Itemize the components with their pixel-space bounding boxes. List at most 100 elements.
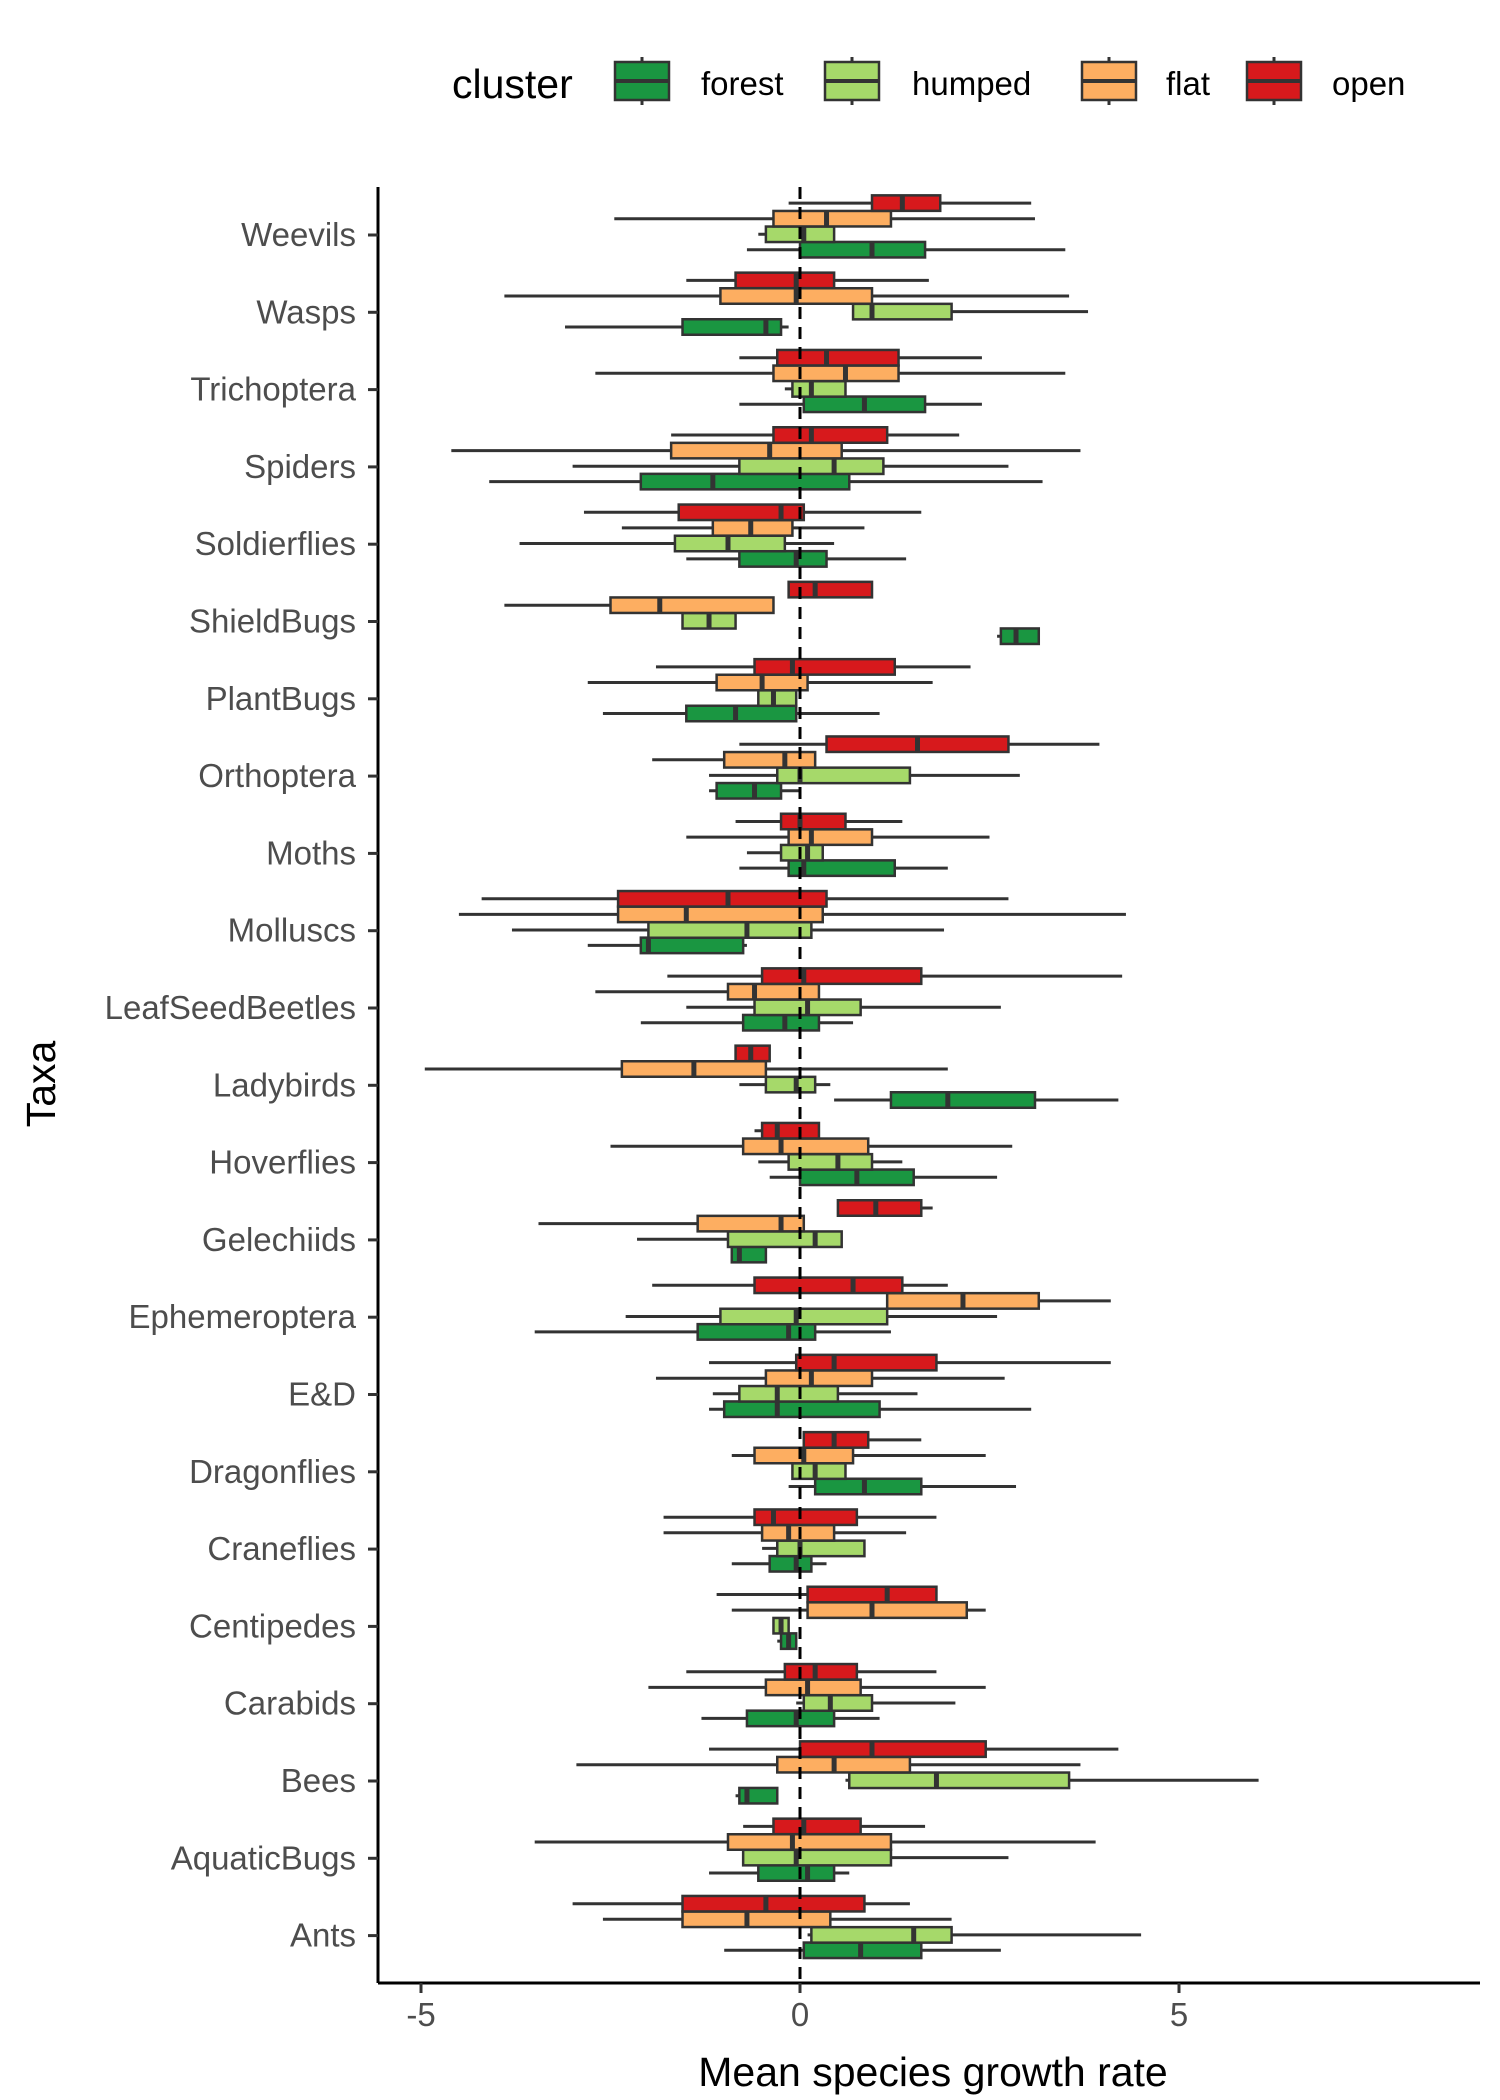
box-weevils-forest — [746, 240, 1066, 259]
iqr-box-moths-forest — [787, 859, 897, 878]
box-dragonflies-forest — [788, 1477, 1017, 1496]
iqr-box-wasps-open — [734, 271, 836, 290]
box-gelechiids-humped — [637, 1230, 843, 1249]
box-trichoptera-open — [739, 348, 982, 367]
iqr-box-ants-flat — [681, 1910, 832, 1929]
iqr-box-carabids-forest — [745, 1709, 836, 1728]
iqr-box-spiders-forest — [639, 472, 851, 491]
box-craneflies-humped — [762, 1539, 866, 1558]
legend-entry-forest: forest — [613, 57, 784, 105]
box-gelechiids-flat — [538, 1214, 806, 1233]
box-trichoptera-flat — [595, 364, 1066, 383]
y-tick-label-carabids: Carabids — [224, 1685, 356, 1722]
iqr-box-aquaticbugs-humped — [741, 1848, 893, 1867]
iqr-box-weevils-open — [870, 194, 942, 213]
iqr-box-ants-humped — [810, 1925, 953, 1944]
box-spiders-flat — [451, 441, 1081, 460]
iqr-box-carabids-open — [783, 1662, 859, 1681]
iqr-box-ephemeroptera-forest — [696, 1322, 817, 1341]
iqr-box-wasps-forest — [681, 318, 783, 336]
box-e-d-forest — [709, 1400, 1032, 1419]
y-tick-label-ants: Ants — [290, 1917, 356, 1954]
y-tick-label-leafseedbeetles: LeafSeedBeetles — [105, 989, 356, 1026]
box-ants-humped — [807, 1925, 1142, 1944]
box-soldierflies-humped — [519, 534, 835, 553]
box-molluscs-forest — [587, 936, 747, 955]
x-tick-label-0: -5 — [406, 1996, 435, 2033]
box-trichoptera-humped — [784, 379, 847, 398]
box-molluscs-flat — [458, 905, 1126, 924]
y-tick-label-hoverflies: Hoverflies — [209, 1144, 356, 1181]
box-carabids-forest — [701, 1709, 880, 1728]
iqr-box-molluscs-flat — [616, 905, 824, 924]
iqr-box-aquaticbugs-flat — [726, 1833, 893, 1851]
iqr-box-trichoptera-open — [776, 348, 900, 367]
box-soldierflies-open — [583, 503, 922, 522]
y-tick-label-craneflies: Craneflies — [207, 1530, 356, 1567]
y-tick-label-trichoptera: Trichoptera — [190, 371, 356, 408]
y-tick-label-soldierflies: Soldierflies — [195, 525, 356, 562]
y-tick-label-ladybirds: Ladybirds — [213, 1066, 356, 1103]
box-aquaticbugs-humped — [741, 1848, 1009, 1867]
box-dragonflies-open — [802, 1430, 922, 1449]
iqr-box-molluscs-humped — [647, 921, 813, 939]
box-soldierflies-forest — [686, 549, 907, 568]
iqr-box-ants-open — [681, 1894, 866, 1913]
iqr-box-hoverflies-flat — [741, 1137, 870, 1156]
y-tick-label-plantbugs: PlantBugs — [206, 680, 356, 717]
box-bees-open — [709, 1740, 1119, 1759]
iqr-box-centipedes-open — [806, 1585, 938, 1604]
iqr-box-carabids-humped — [802, 1694, 874, 1712]
legend-title: cluster — [452, 61, 573, 107]
y-tick-label-bees: Bees — [281, 1762, 356, 1799]
box-leafseedbeetles-open — [667, 967, 1123, 986]
iqr-box-moths-humped — [779, 843, 824, 862]
y-tick-label-spiders: Spiders — [244, 448, 356, 485]
box-hoverflies-forest — [769, 1168, 998, 1187]
legend-entry-flat: flat — [1080, 57, 1210, 105]
iqr-box-dragonflies-forest — [813, 1477, 923, 1496]
box-aquaticbugs-forest — [709, 1864, 850, 1882]
iqr-box-moths-open — [779, 812, 847, 831]
iqr-box-craneflies-flat — [760, 1523, 836, 1542]
legend-entry-humped: humped — [823, 57, 1031, 105]
y-tick-label-orthoptera: Orthoptera — [198, 757, 356, 794]
iqr-box-carabids-flat — [764, 1678, 862, 1697]
y-tick-label-shieldbugs: ShieldBugs — [189, 603, 356, 640]
y-tick-label-molluscs: Molluscs — [228, 912, 356, 949]
box-soldierflies-flat — [621, 518, 865, 537]
box-centipedes-open — [716, 1585, 938, 1604]
legend-label-flat: flat — [1166, 65, 1210, 102]
iqr-box-craneflies-forest — [768, 1554, 813, 1573]
iqr-box-e-d-forest — [722, 1400, 881, 1419]
iqr-box-bees-flat — [776, 1755, 912, 1774]
box-spiders-humped — [572, 457, 1009, 476]
y-tick-label-e-d: E&D — [288, 1376, 356, 1413]
iqr-box-gelechiids-open — [836, 1199, 923, 1217]
y-tick-label-ephemeroptera: Ephemeroptera — [129, 1298, 357, 1335]
iqr-box-aquaticbugs-open — [772, 1817, 862, 1836]
box-molluscs-humped — [511, 921, 945, 939]
iqr-box-spiders-flat — [669, 441, 843, 460]
legend-entry-open: open — [1245, 57, 1405, 105]
iqr-box-e-d-flat — [764, 1369, 874, 1388]
plot-panel: Weevils Wasps Trichoptera Spiders Soldierfli… — [105, 187, 1480, 2033]
box-bees-forest — [735, 1786, 779, 1805]
box-moths-open — [735, 812, 903, 831]
iqr-box-plantbugs-open — [753, 657, 897, 676]
iqr-box-ephemeroptera-humped — [719, 1307, 889, 1326]
iqr-box-e-d-open — [794, 1353, 938, 1372]
box-e-d-flat — [655, 1369, 1005, 1388]
box-ephemeroptera-forest — [534, 1322, 891, 1341]
iqr-box-trichoptera-flat — [772, 364, 900, 383]
box-trichoptera-forest — [739, 395, 982, 414]
box-hoverflies-flat — [610, 1137, 1013, 1156]
legend: cluster forest humped flat open — [452, 57, 1405, 107]
box-moths-forest — [739, 859, 948, 878]
box-dragonflies-flat — [731, 1446, 986, 1465]
box-carabids-flat — [648, 1678, 986, 1697]
box-wasps-flat — [504, 287, 1070, 305]
iqr-box-orthoptera-flat — [722, 750, 817, 769]
box-leafseedbeetles-forest — [640, 1013, 854, 1032]
